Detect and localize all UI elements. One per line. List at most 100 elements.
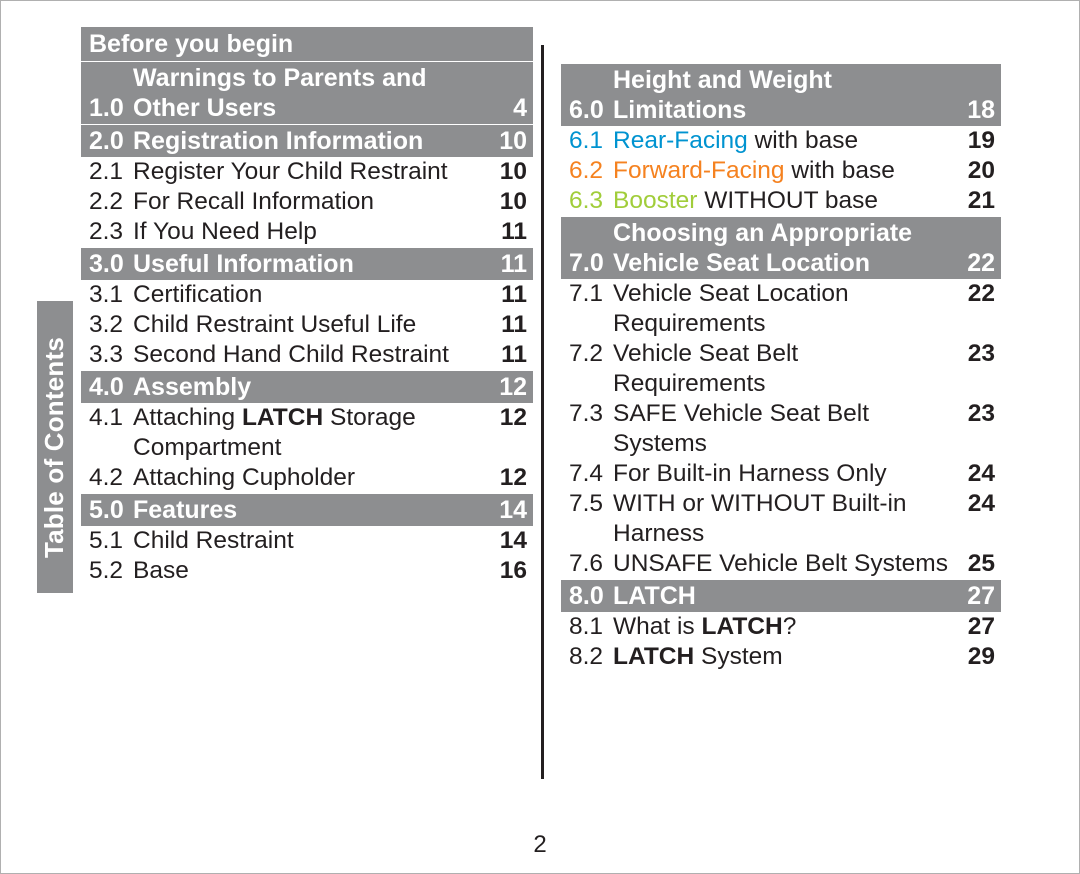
toc-subsection: 2.1Register Your Child Restraint10 [81, 157, 533, 187]
toc-subsection-num: 8.1 [569, 612, 613, 642]
toc-columns: Before you begin1.0Warnings to Parents a… [81, 27, 1041, 797]
toc-subsection-num: 2.2 [89, 187, 133, 217]
toc-subsection-title: What is LATCH? [613, 612, 955, 642]
toc-subsection-title: Booster WITHOUT base [613, 186, 955, 216]
toc-subsection: 4.2Attaching Cupholder12 [81, 463, 533, 493]
toc-subsection-num: 2.1 [89, 157, 133, 187]
toc-section-page: 4 [487, 93, 527, 123]
toc-section-title: Useful Information [133, 249, 487, 279]
toc-subsection-num: 8.2 [569, 642, 613, 672]
toc-section-page: 10 [487, 126, 527, 156]
side-tab-label: Table of Contents [40, 336, 71, 557]
toc-column-left: Before you begin1.0Warnings to Parents a… [81, 27, 541, 797]
toc-subsection-num: 6.3 [569, 186, 613, 216]
toc-section-num: 6.0 [569, 95, 613, 125]
toc-section: 5.0Features14 [81, 494, 533, 526]
toc-section: 1.0Warnings to Parents and Other Users4 [81, 62, 533, 124]
toc-subsection-title: Base [133, 556, 487, 586]
toc-section: 4.0Assembly12 [81, 371, 533, 403]
toc-subsection-title: Second Hand Child Restraint [133, 340, 487, 370]
toc-subsection-title: Forward-Facing with base [613, 156, 955, 186]
toc-subsection-num: 3.2 [89, 310, 133, 340]
toc-subsection-page: 24 [955, 459, 995, 489]
toc-subsection-page: 12 [487, 403, 527, 463]
toc-subsection-page: 23 [955, 399, 995, 459]
toc-subsection: 6.2Forward-Facing with base20 [561, 156, 1001, 186]
toc-section-page: 22 [955, 248, 995, 278]
toc-subsection: 8.2LATCH System29 [561, 642, 1001, 672]
toc-subsection-page: 24 [955, 489, 995, 549]
toc-section: 3.0Useful Information11 [81, 248, 533, 280]
toc-subsection-num: 5.1 [89, 526, 133, 556]
toc-subsection-page: 11 [487, 280, 527, 310]
toc-section-num: 3.0 [89, 249, 133, 279]
toc-subsection-num: 7.2 [569, 339, 613, 399]
toc-section-num: 7.0 [569, 248, 613, 278]
toc-subsection: 7.5WITH or WITHOUT Built-in Harness24 [561, 489, 1001, 549]
toc-subsection-page: 19 [955, 126, 995, 156]
toc-subsection: 7.4For Built-in Harness Only24 [561, 459, 1001, 489]
toc-section-num: 2.0 [89, 126, 133, 156]
toc-subsection-page: 23 [955, 339, 995, 399]
toc-subsection: 6.1Rear-Facing with base19 [561, 126, 1001, 156]
toc-subsection: 3.1Certification11 [81, 280, 533, 310]
toc-subsection-title: LATCH System [613, 642, 955, 672]
toc-section-title: Height and Weight Limitations [613, 65, 955, 125]
toc-subsection: 2.3If You Need Help11 [81, 217, 533, 247]
page-number: 2 [1, 831, 1079, 859]
toc-section-num: 5.0 [89, 495, 133, 525]
toc-subsection-num: 7.3 [569, 399, 613, 459]
toc-subsection: 7.1Vehicle Seat Location Requirements22 [561, 279, 1001, 339]
toc-subsection-title: Register Your Child Restraint [133, 157, 487, 187]
toc-subsection-num: 7.4 [569, 459, 613, 489]
toc-subsection: 7.6UNSAFE Vehicle Belt Systems25 [561, 549, 1001, 579]
toc-section-page: 11 [487, 249, 527, 279]
toc-subsection-title: Rear-Facing with base [613, 126, 955, 156]
toc-subsection-title: Vehicle Seat Location Requirements [613, 279, 955, 339]
toc-subsection: 6.3Booster WITHOUT base21 [561, 186, 1001, 216]
toc-subsection-title: Certification [133, 280, 487, 310]
toc-subsection-title: For Recall Information [133, 187, 487, 217]
toc-subsection-page: 29 [955, 642, 995, 672]
toc-subsection: 8.1What is LATCH?27 [561, 612, 1001, 642]
toc-subsection-num: 4.1 [89, 403, 133, 463]
toc-subsection-page: 11 [487, 340, 527, 370]
toc-subsection-num: 7.6 [569, 549, 613, 579]
toc-subsection-title: WITH or WITHOUT Built-in Harness [613, 489, 955, 549]
toc-section-num: 8.0 [569, 581, 613, 611]
toc-subsection: 3.2Child Restraint Useful Life11 [81, 310, 533, 340]
toc-subsection-page: 11 [487, 217, 527, 247]
toc-subsection: 4.1Attaching LATCH Storage Compartment12 [81, 403, 533, 463]
toc-subsection-num: 4.2 [89, 463, 133, 493]
toc-subsection: 2.2For Recall Information10 [81, 187, 533, 217]
toc-subsection-page: 11 [487, 310, 527, 340]
toc-subsection-num: 6.2 [569, 156, 613, 186]
toc-section-page: 18 [955, 95, 995, 125]
toc-section: 2.0Registration Information10 [81, 125, 533, 157]
toc-section-num: 4.0 [89, 372, 133, 402]
toc-subsection-title: Vehicle Seat Belt Requirements [613, 339, 955, 399]
toc-subsection-page: 27 [955, 612, 995, 642]
toc-section-page: 14 [487, 495, 527, 525]
toc-section-title: Assembly [133, 372, 487, 402]
toc-banner: Before you begin [81, 27, 533, 61]
toc-subsection-page: 12 [487, 463, 527, 493]
toc-section-title: Choosing an Appropriate Vehicle Seat Loc… [613, 218, 955, 278]
toc-subsection-title: For Built-in Harness Only [613, 459, 955, 489]
column-divider [541, 45, 544, 779]
toc-subsection-page: 25 [955, 549, 995, 579]
toc-section-title: Features [133, 495, 487, 525]
toc-section: 7.0Choosing an Appropriate Vehicle Seat … [561, 217, 1001, 279]
page: Table of Contents Before you begin1.0War… [0, 0, 1080, 874]
toc-subsection-num: 3.3 [89, 340, 133, 370]
toc-subsection-num: 3.1 [89, 280, 133, 310]
toc-subsection-page: 10 [487, 187, 527, 217]
toc-subsection-num: 7.5 [569, 489, 613, 549]
toc-subsection-num: 5.2 [89, 556, 133, 586]
toc-section-page: 12 [487, 372, 527, 402]
toc-subsection-title: Child Restraint Useful Life [133, 310, 487, 340]
toc-subsection: 7.3SAFE Vehicle Seat Belt Systems23 [561, 399, 1001, 459]
toc-subsection-num: 7.1 [569, 279, 613, 339]
toc-subsection-page: 21 [955, 186, 995, 216]
toc-subsection: 5.1Child Restraint14 [81, 526, 533, 556]
